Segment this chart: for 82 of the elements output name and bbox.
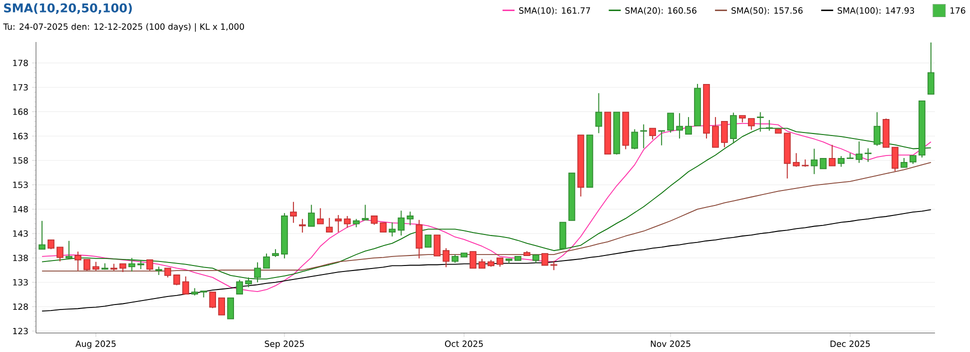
candlestick — [173, 274, 180, 286]
candlestick — [344, 216, 351, 228]
candlestick — [38, 220, 46, 250]
candlestick — [146, 259, 154, 272]
candlestick — [434, 234, 441, 256]
candlestick — [756, 112, 764, 132]
candlestick — [84, 258, 90, 272]
candlestick — [406, 211, 414, 226]
y-tick-label: 148 — [13, 206, 28, 212]
candlestick — [442, 248, 450, 268]
candlestick — [334, 214, 342, 233]
candlestick — [236, 279, 243, 295]
y-tick-label: 163 — [13, 132, 28, 140]
candlestick — [326, 217, 333, 233]
candlestick — [209, 292, 216, 309]
candlestick — [74, 251, 82, 272]
candlestick — [218, 297, 226, 316]
x-tick-label: Nov 2025 — [650, 340, 690, 347]
legend-label: SMA(20): 160.56 — [625, 7, 696, 15]
candlestick — [290, 201, 297, 224]
x-tick-label: Oct 2025 — [444, 340, 483, 347]
y-tick-label: 123 — [13, 328, 28, 334]
y-tick-label: 178 — [13, 60, 28, 66]
legend-label: SMA(10): 161.77 — [519, 7, 590, 15]
x-tick-label: Aug 2025 — [75, 340, 116, 349]
y-tick-label: 133 — [13, 279, 28, 286]
candlestick — [128, 257, 136, 272]
candlestick — [66, 240, 72, 260]
candlestick — [900, 158, 908, 168]
candlestick — [245, 276, 252, 288]
y-tick-label: 128 — [13, 303, 28, 310]
candlestick — [362, 204, 369, 220]
candlestick — [810, 148, 818, 175]
candlestick — [380, 222, 387, 233]
legend-label: 176 — [950, 7, 966, 14]
legend-label: SMA(100): 147.93 — [838, 7, 914, 15]
candlestick — [828, 144, 836, 166]
candlestick — [874, 112, 880, 146]
candlestick — [928, 42, 934, 95]
candlestick — [48, 239, 54, 250]
candlestick — [56, 246, 64, 262]
candlestick — [730, 112, 737, 144]
candlestick — [631, 128, 638, 150]
candlestick — [164, 268, 172, 278]
candlestick — [685, 116, 692, 135]
candlestick — [416, 219, 423, 259]
chart-subtitle: Tu: 24-07-2025 den: 12-12-2025 (100 days) | KL x 1,000 — [3, 23, 244, 32]
candlestick — [792, 152, 800, 168]
y-tick-label: 143 — [13, 230, 28, 237]
candlestick — [254, 262, 261, 283]
candlestick — [864, 148, 872, 162]
y-tick-label: 138 — [13, 254, 28, 262]
y-tick-label: 173 — [13, 84, 28, 91]
y-tick-label: 153 — [13, 182, 28, 188]
candlestick — [470, 251, 476, 269]
candlestick — [892, 146, 898, 172]
candlestick — [263, 253, 270, 269]
chart-title: SMA(10,20,50,100) — [4, 3, 132, 14]
candlestick — [227, 297, 234, 320]
candlestick — [649, 128, 656, 140]
candlestick — [398, 210, 405, 236]
candlestick — [478, 258, 486, 269]
candlestick — [820, 158, 827, 170]
y-tick-label: 168 — [13, 108, 28, 115]
x-tick-label: Dec 2025 — [830, 340, 870, 347]
candlestick — [308, 204, 315, 227]
candlestick — [838, 156, 845, 168]
candlestick — [424, 234, 432, 248]
y-tick-label: 158 — [13, 157, 28, 164]
candlestick — [667, 112, 674, 134]
candlestick — [712, 116, 719, 148]
candlestick — [388, 222, 396, 238]
candlestick — [721, 120, 728, 148]
candlestick — [182, 276, 190, 295]
legend-label: SMA(50): 157.56 — [732, 7, 803, 15]
candlestick — [595, 92, 602, 134]
candlestick — [316, 208, 324, 224]
candlestick — [856, 140, 863, 164]
candlestick — [676, 112, 683, 140]
candlestick — [541, 253, 548, 266]
candlestick — [748, 118, 755, 130]
x-tick-label: Sep 2025 — [264, 340, 304, 349]
